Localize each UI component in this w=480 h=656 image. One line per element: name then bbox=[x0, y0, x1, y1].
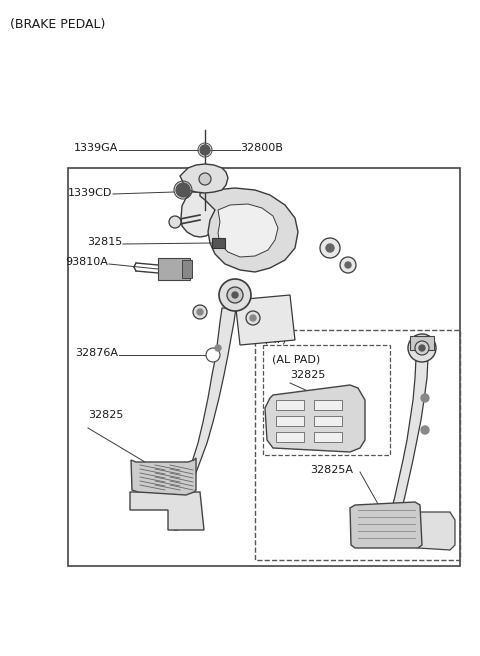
Polygon shape bbox=[418, 512, 455, 550]
Circle shape bbox=[250, 315, 256, 321]
Circle shape bbox=[421, 394, 429, 402]
Circle shape bbox=[219, 279, 251, 311]
Text: (AL PAD): (AL PAD) bbox=[272, 355, 320, 365]
Circle shape bbox=[320, 238, 340, 258]
Text: 32800B: 32800B bbox=[240, 143, 283, 153]
Polygon shape bbox=[181, 192, 217, 237]
Text: 32876A: 32876A bbox=[75, 348, 118, 358]
Bar bbox=[314, 400, 342, 410]
Circle shape bbox=[419, 345, 425, 351]
Text: (BRAKE PEDAL): (BRAKE PEDAL) bbox=[10, 18, 106, 31]
Polygon shape bbox=[385, 358, 428, 534]
Circle shape bbox=[176, 183, 190, 197]
Polygon shape bbox=[130, 492, 204, 530]
Circle shape bbox=[193, 305, 207, 319]
Polygon shape bbox=[180, 164, 228, 193]
Polygon shape bbox=[174, 308, 236, 530]
Circle shape bbox=[232, 292, 238, 298]
Bar bbox=[276, 400, 304, 410]
Bar bbox=[276, 432, 304, 442]
Circle shape bbox=[197, 309, 203, 315]
Circle shape bbox=[408, 334, 436, 362]
Text: 32825A: 32825A bbox=[310, 465, 353, 475]
Polygon shape bbox=[350, 502, 422, 548]
Bar bbox=[263, 345, 390, 455]
Polygon shape bbox=[218, 204, 278, 257]
Polygon shape bbox=[265, 385, 365, 452]
Bar bbox=[255, 330, 460, 560]
Circle shape bbox=[421, 426, 429, 434]
Bar bbox=[68, 168, 460, 566]
Circle shape bbox=[200, 145, 210, 155]
Polygon shape bbox=[212, 238, 225, 248]
Bar bbox=[276, 416, 304, 426]
Polygon shape bbox=[200, 188, 298, 272]
Text: 32825: 32825 bbox=[290, 370, 325, 380]
Bar bbox=[314, 432, 342, 442]
Circle shape bbox=[246, 311, 260, 325]
Text: 93810A: 93810A bbox=[65, 257, 108, 267]
Text: 1339CD: 1339CD bbox=[68, 188, 112, 198]
Bar bbox=[182, 260, 192, 278]
Text: (AT): (AT) bbox=[264, 335, 286, 345]
Circle shape bbox=[326, 244, 334, 252]
Polygon shape bbox=[235, 295, 295, 345]
Circle shape bbox=[415, 341, 429, 355]
Circle shape bbox=[206, 348, 220, 362]
Circle shape bbox=[345, 262, 351, 268]
Circle shape bbox=[199, 173, 211, 185]
Circle shape bbox=[340, 257, 356, 273]
Text: 1339GA: 1339GA bbox=[73, 143, 118, 153]
Circle shape bbox=[215, 345, 221, 351]
Bar bbox=[158, 258, 190, 280]
Circle shape bbox=[227, 287, 243, 303]
Polygon shape bbox=[131, 458, 196, 495]
Circle shape bbox=[169, 216, 181, 228]
Bar bbox=[410, 336, 434, 350]
Text: 32825: 32825 bbox=[88, 410, 123, 420]
Bar bbox=[314, 416, 342, 426]
Text: 32815: 32815 bbox=[87, 237, 122, 247]
